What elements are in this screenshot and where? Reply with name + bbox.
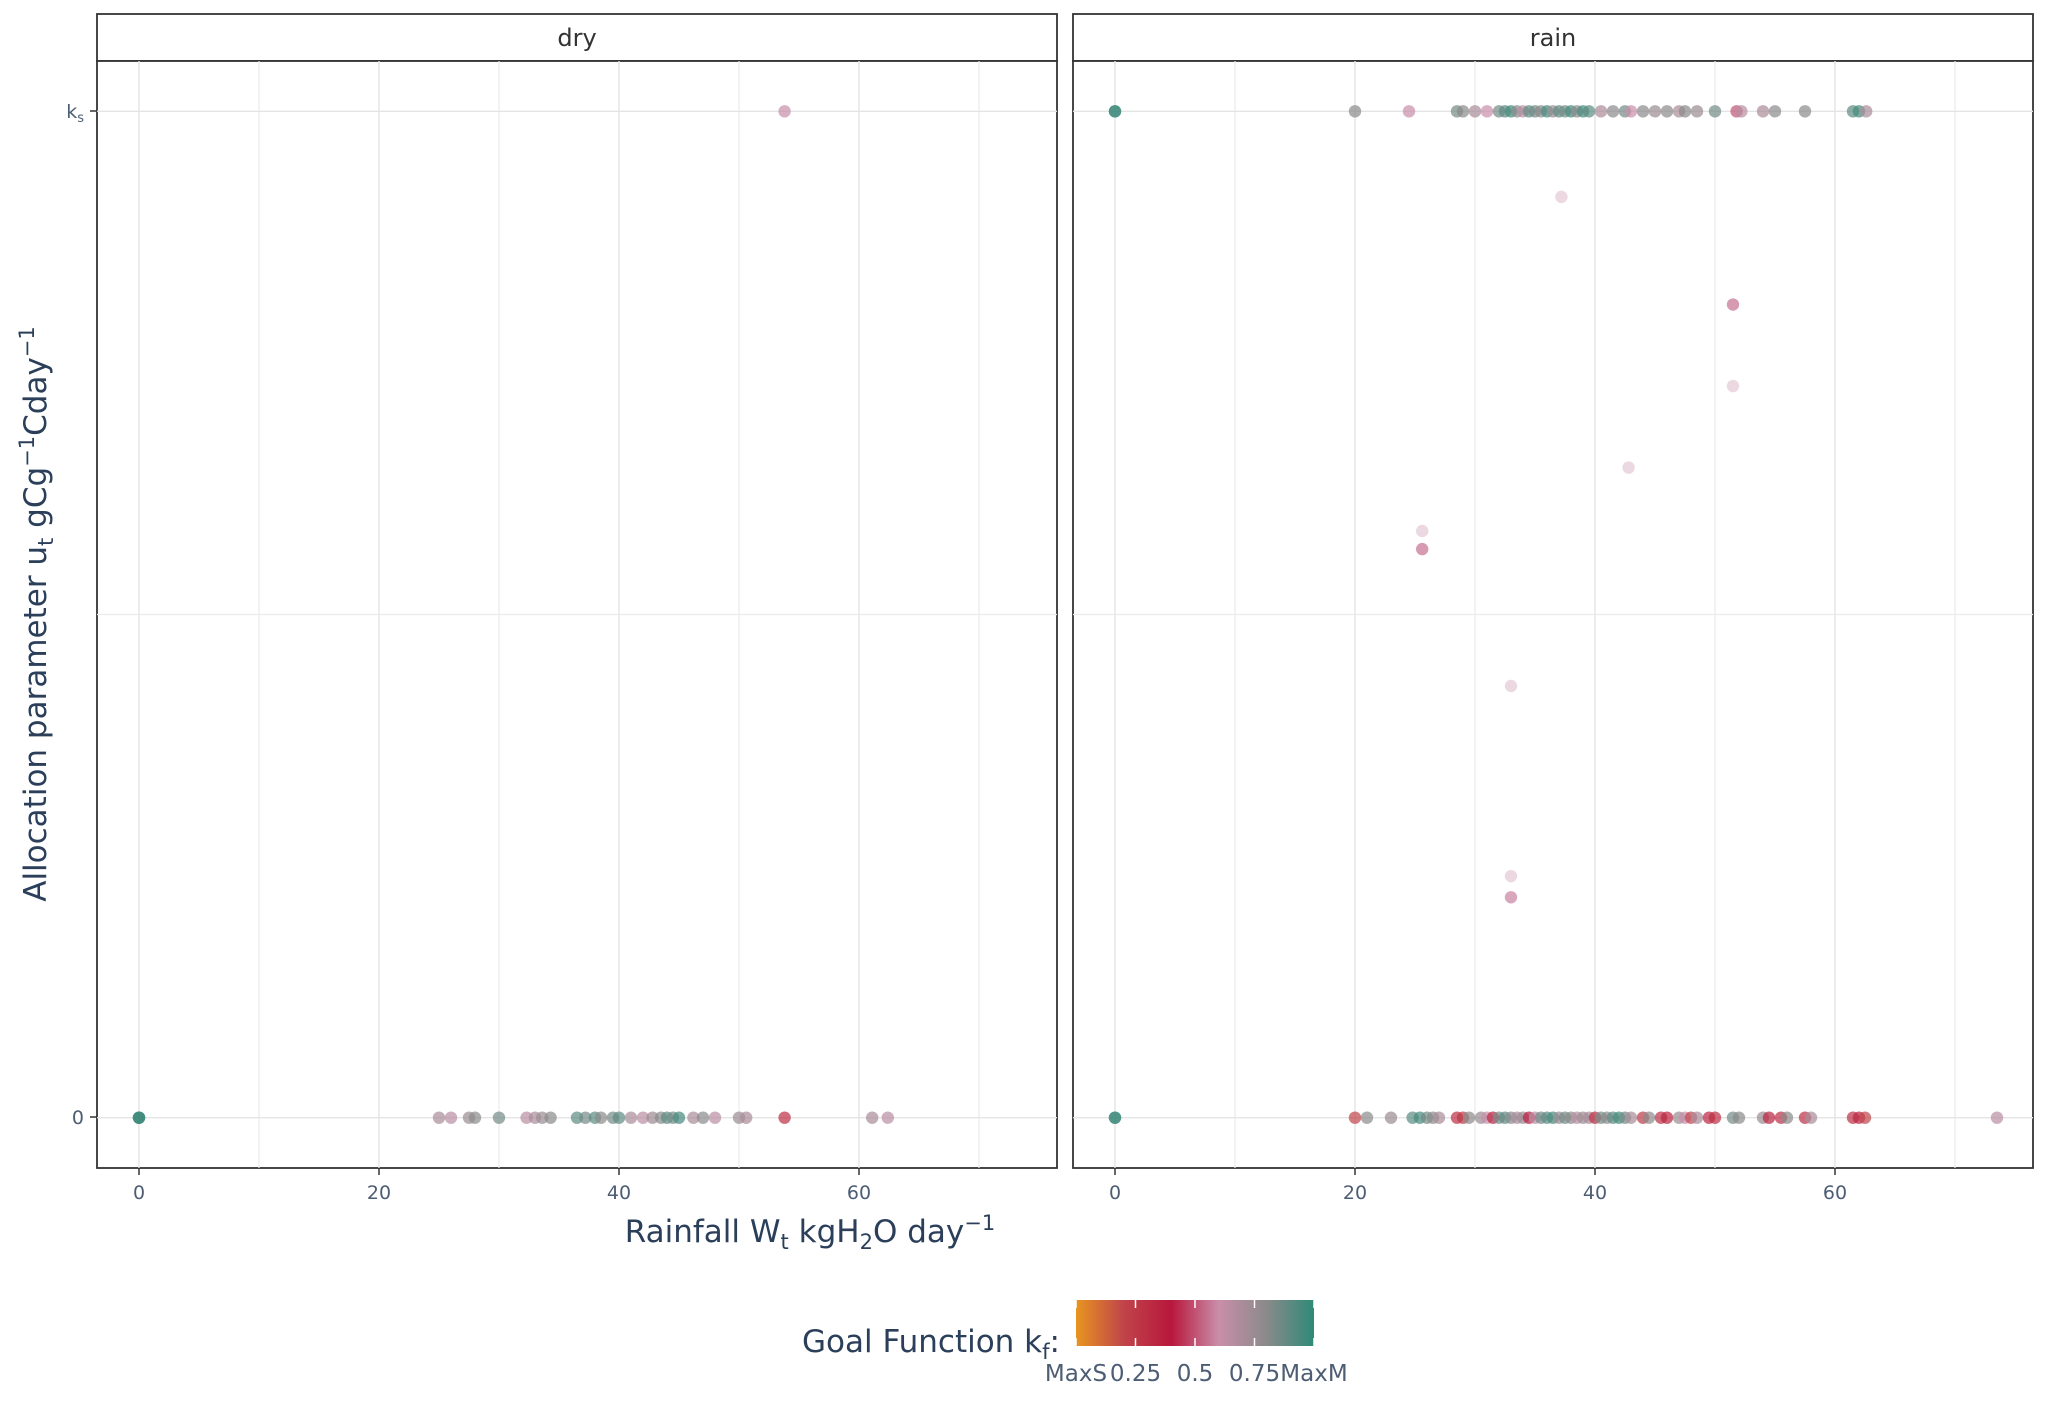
data-point [1555,190,1568,204]
x-tick-label: 60 [847,1182,871,1204]
data-point [1462,1111,1476,1124]
data-point [624,1111,638,1124]
data-point [740,1111,753,1124]
legend-tick-label: 0.25 [1110,1361,1161,1387]
panel-rain: rain [1072,13,2034,1169]
strip-label-dry: dry [557,24,596,52]
x-axis-rain: 0 20 40 60 [1109,1168,1847,1204]
data-point [1582,105,1596,118]
data-point [636,1111,650,1124]
data-point [1594,105,1608,118]
legend-title: Goal Function kf: [802,1324,1060,1364]
legend-tick-label: MaxS [1045,1361,1107,1387]
data-point [778,1111,791,1124]
data-point [492,1111,506,1124]
data-point [1348,105,1362,118]
x-axis-dry: 0 20 40 60 [133,1168,871,1204]
data-point [1708,1111,1722,1124]
legend-ticks: MaxS 0.25 0.5 0.75 MaxM [1045,1300,1348,1387]
data-point [1480,105,1494,118]
data-point [1660,1111,1674,1124]
data-point [1690,105,1704,118]
y-axis-title: Allocation parameter ut gCg−1Cday−1 [15,326,58,902]
legend-tick-label: 0.75 [1229,1361,1280,1387]
data-point [1726,379,1740,393]
data-point [1860,105,1873,118]
x-axis-title: Rainfall Wt kgH2O day−1 [625,1211,995,1254]
data-point [1402,105,1416,118]
y-axis: 0 ks [66,101,97,1129]
data-point [444,1111,458,1124]
legend-tick-label: MaxM [1280,1361,1347,1387]
strip-label-rain: rain [1530,24,1576,52]
points-dry [132,105,894,1124]
data-point [1762,1111,1776,1124]
data-point [1348,1111,1362,1124]
data-point [1678,105,1692,118]
strip-dry [96,13,1058,62]
data-point [1735,105,1748,118]
data-point [1990,1111,2004,1124]
data-point [579,1111,592,1124]
data-point [1108,1111,1122,1124]
data-point [432,1111,446,1124]
data-point [1504,869,1518,883]
data-point [1804,1111,1818,1124]
data-point [1642,1111,1656,1124]
data-point [1384,1111,1398,1124]
data-point [881,1111,894,1124]
data-point [1416,524,1429,538]
data-point [1108,105,1122,118]
data-point [1636,105,1650,118]
x-tick-label: 0 [133,1182,145,1204]
data-point [1622,461,1635,474]
data-point [1624,105,1638,118]
panel-dry: dry [96,13,1058,1169]
data-point [696,1111,710,1124]
x-tick-label: 40 [607,1182,631,1204]
x-tick-label: 0 [1109,1182,1121,1204]
strip-rain [1072,13,2034,62]
x-tick-label: 60 [1823,1182,1847,1204]
data-point [544,1111,557,1124]
points-rain [1108,105,2004,1124]
data-point [1432,1111,1446,1124]
x-tick-label: 40 [1583,1182,1607,1204]
data-point [1858,1111,1872,1124]
data-point [1798,105,1812,118]
data-point [1732,1111,1746,1124]
data-point [1780,1111,1794,1124]
data-point [1504,891,1518,904]
y-tick-ks-label: ks [66,101,84,126]
data-point [594,1111,608,1124]
data-point [1468,105,1482,118]
data-point [1504,679,1518,693]
legend: Goal Function kf: MaxS 0.25 0.5 0.75 MaxM [802,1300,1348,1387]
data-point [708,1111,722,1124]
data-point [778,105,791,118]
x-tick-label: 20 [367,1182,391,1204]
data-point [1768,105,1782,118]
data-point [1624,1111,1638,1124]
data-point [866,1111,879,1124]
data-point [1416,542,1429,556]
data-point [468,1111,482,1124]
data-point [1756,105,1770,118]
data-point [1606,105,1620,118]
data-point [1456,105,1470,118]
data-point [1648,105,1662,118]
data-point [1690,1111,1704,1124]
data-point [1660,105,1674,118]
data-point [687,1111,700,1124]
data-point [612,1111,626,1124]
data-point [1360,1111,1374,1124]
y-tick-0-label: 0 [72,1107,84,1129]
data-point [1708,105,1722,118]
data-point [1726,298,1740,311]
data-point [672,1111,686,1124]
data-point [132,1111,146,1124]
legend-tick-label: 0.5 [1177,1361,1214,1387]
x-tick-label: 20 [1343,1182,1367,1204]
